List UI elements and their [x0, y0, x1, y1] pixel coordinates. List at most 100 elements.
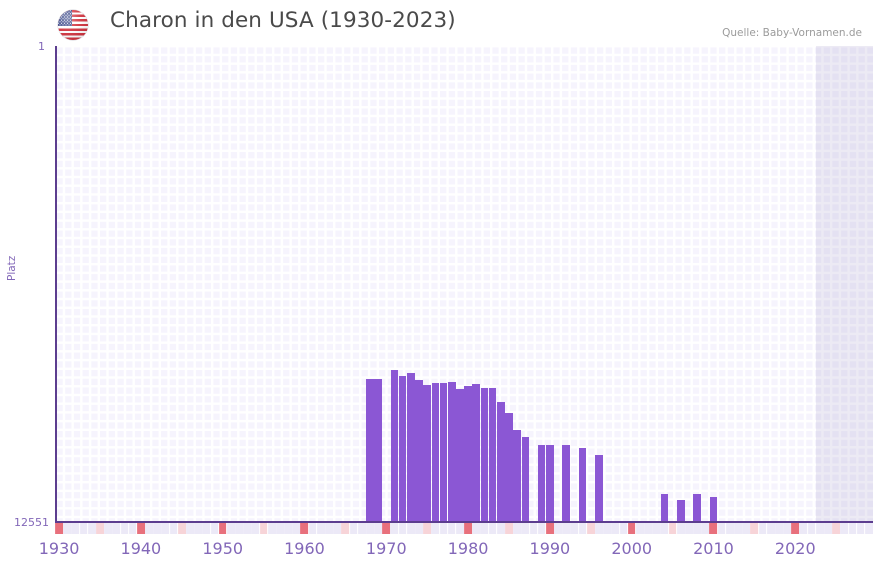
bar[interactable] — [537, 445, 546, 522]
bar[interactable] — [521, 437, 530, 522]
bar[interactable] — [456, 388, 464, 522]
bar[interactable] — [439, 382, 448, 522]
x-axis-strip-cell — [390, 523, 399, 534]
flag-gloss — [58, 10, 88, 40]
x-axis-strip-cell — [611, 523, 620, 534]
bar[interactable] — [513, 429, 521, 522]
x-axis-tick-major — [791, 523, 800, 534]
x-axis-strip-cell — [644, 523, 652, 534]
x-axis-strip-cell — [325, 523, 333, 534]
bar[interactable] — [676, 500, 685, 522]
x-axis-strip-cell — [292, 523, 301, 534]
bar[interactable] — [415, 379, 423, 522]
bar[interactable] — [431, 382, 440, 522]
x-axis-tick-major — [55, 523, 63, 534]
x-axis-strip-cell — [799, 523, 808, 534]
bar[interactable] — [497, 401, 505, 522]
bar[interactable] — [595, 455, 603, 522]
x-axis-strip-cell — [415, 523, 423, 534]
bar[interactable] — [407, 372, 415, 522]
x-axis-tick-major — [382, 523, 391, 534]
bar[interactable] — [480, 388, 489, 522]
x-axis-strip-cell — [856, 523, 865, 534]
x-axis-strip-cell — [513, 523, 522, 534]
x-axis-strip-cell — [603, 523, 612, 534]
y-axis-line — [55, 46, 57, 522]
x-axis-strip-cell — [439, 523, 448, 534]
bar[interactable] — [709, 496, 718, 522]
bar[interactable] — [464, 385, 472, 522]
x-axis-strip-cell — [447, 523, 456, 534]
x-axis-strip-cell — [63, 523, 72, 534]
x-axis-tick-label: 1960 — [284, 539, 325, 558]
bar[interactable] — [660, 493, 669, 522]
bar[interactable] — [693, 493, 701, 522]
x-axis-strip-cell — [161, 523, 170, 534]
x-axis-tick-major — [218, 523, 227, 534]
x-axis-tick-major — [300, 523, 309, 534]
x-axis-tick-label: 1990 — [529, 539, 571, 558]
x-axis-tick-label: 1980 — [447, 539, 489, 558]
x-axis-strip-cell — [71, 523, 80, 534]
x-axis-tick-label: 1930 — [38, 539, 80, 558]
bar[interactable] — [390, 369, 399, 522]
x-axis-strip-cell — [267, 523, 276, 534]
x-axis-strip-cell — [578, 523, 587, 534]
x-axis-strip-cell — [701, 523, 710, 534]
x-axis-strip-cell — [456, 523, 464, 534]
x-axis-strip-cell — [120, 523, 129, 534]
x-axis-strip-cell — [783, 523, 791, 534]
x-axis-strip-cell — [775, 523, 783, 534]
x-axis-strip-cell — [652, 523, 661, 534]
bar[interactable] — [562, 445, 571, 522]
x-axis-tick-minor — [505, 523, 513, 534]
x-axis-strip-cell — [398, 523, 407, 534]
flag-canton — [58, 10, 72, 27]
x-axis-tick-major — [627, 523, 636, 534]
x-axis-strip-cell — [276, 523, 284, 534]
y-axis-top-label: 1 — [38, 40, 45, 53]
x-axis-strip-cell — [374, 523, 382, 534]
x-axis-strip-cell — [488, 523, 497, 534]
x-axis-strip-cell — [840, 523, 849, 534]
x-axis-strip-cell — [194, 523, 203, 534]
bar[interactable] — [423, 385, 431, 522]
x-axis-strip-cell — [235, 523, 243, 534]
x-axis-tick-minor — [259, 523, 268, 534]
x-axis-strip-cell — [734, 523, 742, 534]
x-axis-strip-cell — [284, 523, 293, 534]
bar[interactable] — [546, 444, 554, 522]
x-axis-tick-label: 1970 — [365, 539, 407, 558]
x-axis-strip-cell — [128, 523, 137, 534]
x-axis-strip-cell — [226, 523, 235, 534]
x-axis-strip-cell — [693, 523, 702, 534]
bar[interactable] — [398, 375, 407, 522]
x-axis-strip-cell — [570, 523, 579, 534]
x-axis-tick-major — [709, 523, 718, 534]
x-axis-strip-cell — [472, 523, 481, 534]
bar[interactable] — [578, 448, 587, 522]
bar[interactable] — [472, 383, 481, 522]
x-axis-strip-cell — [496, 523, 505, 534]
x-axis-tick-minor — [832, 523, 841, 534]
x-axis-tick-major — [545, 523, 554, 534]
y-axis-title: Platz — [6, 255, 18, 281]
plot-area — [55, 46, 873, 522]
us-flag-icon — [58, 10, 88, 40]
x-axis-strip-cell — [87, 523, 96, 534]
x-axis-tick-label: 2020 — [774, 539, 816, 558]
x-axis-strip-cell — [145, 523, 153, 534]
x-axis-strip-cell — [79, 523, 88, 534]
bar[interactable] — [374, 378, 382, 522]
page-title: Charon in den USA (1930-2023) — [110, 8, 456, 33]
bar[interactable] — [366, 378, 374, 522]
x-axis-strip-cell — [431, 523, 440, 534]
bar[interactable] — [447, 382, 456, 522]
x-axis-strip-cell — [104, 523, 113, 534]
x-axis-strip-cell — [153, 523, 162, 534]
bar[interactable] — [488, 387, 497, 522]
chart-header: Charon in den USA (1930-2023) Quelle: Ba… — [0, 0, 873, 46]
x-axis-strip-cell — [349, 523, 358, 534]
x-axis-strip-cell — [660, 523, 669, 534]
bar[interactable] — [505, 413, 513, 522]
